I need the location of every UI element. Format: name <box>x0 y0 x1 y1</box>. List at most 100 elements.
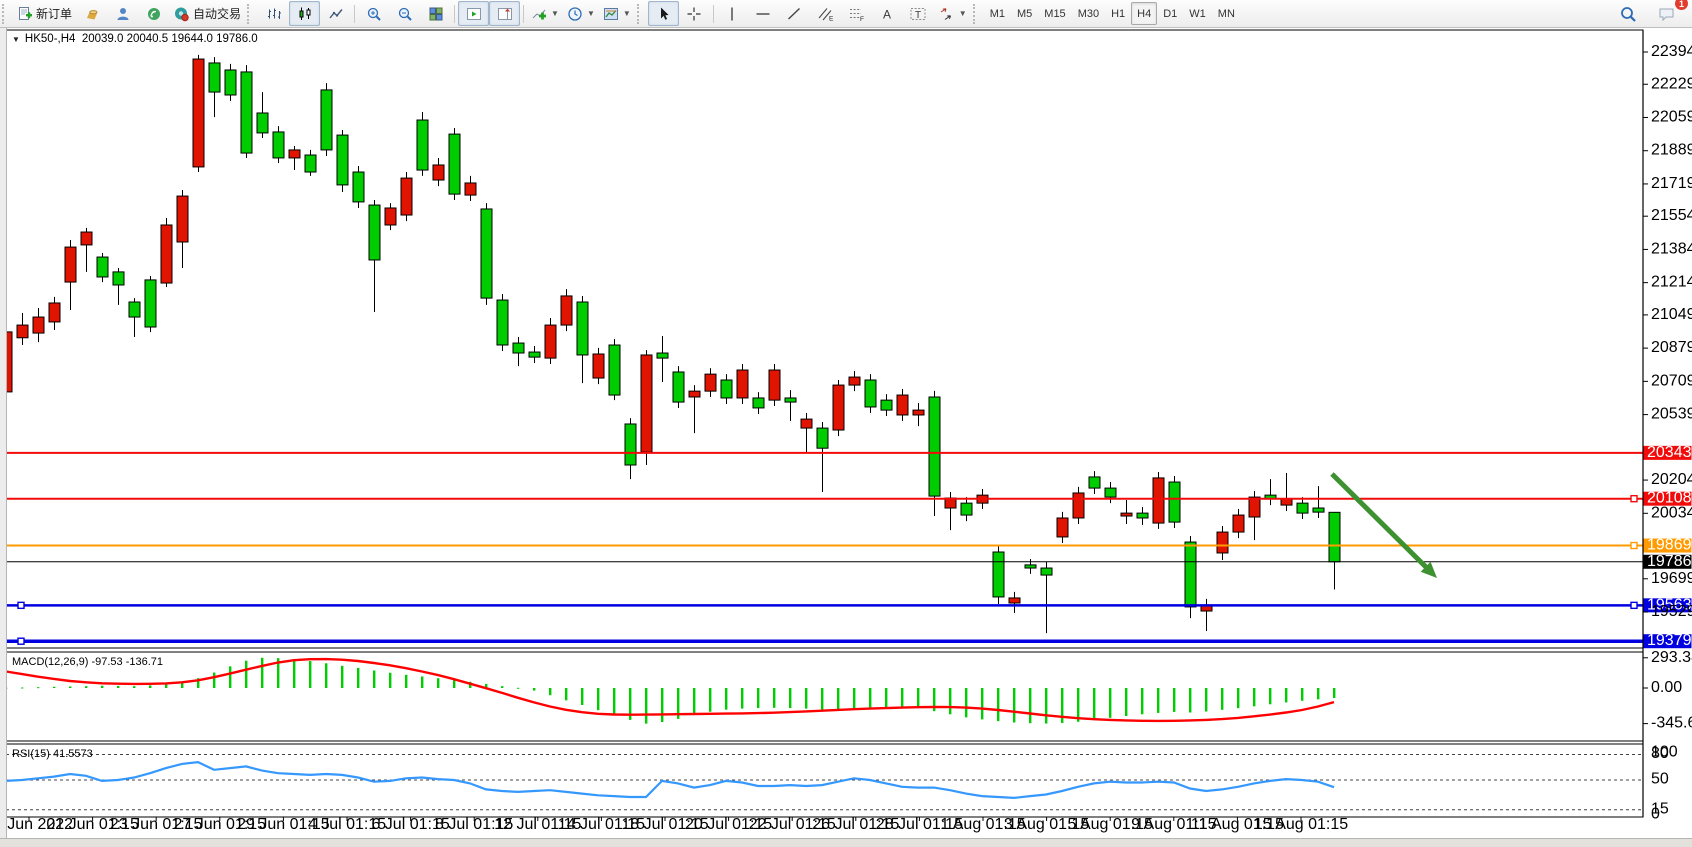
candle <box>272 131 285 159</box>
search-button[interactable] <box>1612 1 1643 26</box>
rsi-line <box>5 760 1335 800</box>
horizontal-line-icon <box>756 12 770 15</box>
autotrading-icon <box>175 7 189 21</box>
date-tick-label: 4 Jul 01:15 <box>308 816 386 833</box>
price-flag-label: 20343.2 <box>1647 444 1692 461</box>
auto-scroll-button[interactable] <box>458 1 490 26</box>
chart-title-collapse-icon[interactable]: ▼ <box>12 35 20 44</box>
text-button[interactable]: A <box>872 1 903 26</box>
rsi-scale-label: 15 <box>1651 800 1669 817</box>
hline-handle[interactable] <box>17 601 25 610</box>
cursor-button[interactable] <box>647 1 679 26</box>
line-chart-button[interactable] <box>320 1 351 26</box>
indicators-icon <box>532 9 547 19</box>
timeframe-h4[interactable]: H4 <box>1131 2 1158 25</box>
zoom-in-icon <box>367 7 381 21</box>
timeframe-d1[interactable]: D1 <box>1163 7 1178 20</box>
timeframe-m30[interactable]: M30 <box>1077 7 1100 20</box>
hline-20343.2[interactable]: 20343.2 <box>6 444 1692 461</box>
hline-handle[interactable] <box>1630 494 1638 503</box>
profile-button[interactable] <box>107 1 138 26</box>
chart-canvas[interactable]: 20343.2 20108.7 19869.119786.0 19563.1 19379… <box>0 28 1692 847</box>
trend-arrow[interactable] <box>1330 472 1437 578</box>
signal-button[interactable] <box>138 1 169 26</box>
periods-button[interactable]: ▼ <box>563 1 599 26</box>
price-axis[interactable]: 22394.0 22229.0 22059.0 21889.0 21719.0 21554… <box>1642 30 1692 823</box>
candle <box>16 324 29 339</box>
bar-chart-button[interactable] <box>258 1 289 26</box>
candle <box>512 342 525 354</box>
timeframe-w1[interactable]: W1 <box>1189 7 1206 20</box>
candle <box>672 371 685 403</box>
timeframe-m15[interactable]: M15 <box>1044 7 1066 20</box>
trendline-icon <box>788 7 801 20</box>
candle <box>848 376 861 386</box>
hline-handle[interactable] <box>1630 541 1638 550</box>
timeframe-h1[interactable]: H1 <box>1111 7 1126 20</box>
text-label-icon: T <box>910 7 926 20</box>
zoom-out-icon <box>398 7 412 21</box>
hline-19786.0[interactable]: 19786.0 <box>6 553 1692 570</box>
candle <box>704 373 717 392</box>
toolbar-grip[interactable] <box>972 3 982 24</box>
candle <box>224 69 237 96</box>
candle <box>1120 512 1133 517</box>
styler-button[interactable] <box>76 1 107 26</box>
candle <box>912 409 925 416</box>
zoom-out-button[interactable] <box>389 1 420 26</box>
new-order-button[interactable]: 新订单 <box>13 1 76 26</box>
hline-19379.6[interactable]: 19379.6 <box>6 632 1692 649</box>
candle <box>1296 502 1309 514</box>
candle <box>528 351 541 358</box>
price-flag <box>1643 634 1692 649</box>
candle-chart-button[interactable] <box>289 1 321 26</box>
price-flag-label: 20108.7 <box>1647 490 1692 507</box>
autotrading-button[interactable]: 自动交易 <box>169 1 245 26</box>
toolbar-grip[interactable] <box>636 3 646 24</box>
toolbar-grip[interactable] <box>2 3 11 24</box>
candle <box>864 379 877 408</box>
indicators-button[interactable]: ▼ <box>527 1 563 26</box>
hline-handle[interactable] <box>1630 601 1638 610</box>
date-tick-label: 21 Jun 01:15 <box>46 816 139 833</box>
equidistant-channel-button[interactable]: E <box>810 1 841 26</box>
price-flag <box>1643 598 1692 613</box>
tile-windows-button[interactable] <box>420 1 451 26</box>
chart-window[interactable]: 20343.2 20108.7 19869.119786.0 19563.1 19379… <box>0 28 1692 847</box>
date-tick-label: 8 Jul 01:15 <box>435 816 513 833</box>
profile-icon <box>117 7 129 20</box>
chart-shift-icon <box>497 7 512 20</box>
notifications-button[interactable]: 1 <box>1651 0 1688 26</box>
crosshair-button[interactable] <box>679 1 710 26</box>
candle <box>64 246 77 283</box>
fibonacci-button[interactable]: F <box>841 1 872 26</box>
auto-scroll-icon <box>466 7 481 20</box>
hline-19563.1[interactable]: 19563.1 <box>6 596 1692 613</box>
horizontal-line-button[interactable] <box>748 1 779 26</box>
price-flag <box>1643 554 1692 569</box>
hline-handle[interactable] <box>17 637 25 645</box>
timeframe-mn[interactable]: MN <box>1217 7 1235 20</box>
toolbar-grip[interactable] <box>247 3 256 24</box>
trendline-button[interactable] <box>779 1 810 26</box>
candle <box>896 394 909 416</box>
candle <box>464 182 477 196</box>
timeframe-m1[interactable]: M1 <box>989 7 1005 20</box>
window-bottom-strip <box>0 838 1692 847</box>
hline-19869.1[interactable]: 19869.1 <box>6 537 1692 554</box>
candle <box>1104 487 1117 498</box>
templates-button[interactable]: ▼ <box>599 1 635 26</box>
equidistant-channel-icon: E <box>818 7 834 22</box>
hline-20108.7[interactable]: 20108.7 <box>6 490 1692 507</box>
candle <box>144 279 157 328</box>
arrows-button[interactable]: ▼ <box>934 1 971 26</box>
text-label-button[interactable]: T <box>903 1 934 26</box>
candle <box>1024 564 1037 569</box>
price-tick-label: 20204.0 <box>1651 471 1692 488</box>
candle <box>32 316 45 334</box>
zoom-in-button[interactable] <box>358 1 389 26</box>
chart-shift-button[interactable] <box>489 1 521 26</box>
timeframe-m5[interactable]: M5 <box>1017 7 1033 20</box>
vertical-line-button[interactable] <box>717 1 748 26</box>
